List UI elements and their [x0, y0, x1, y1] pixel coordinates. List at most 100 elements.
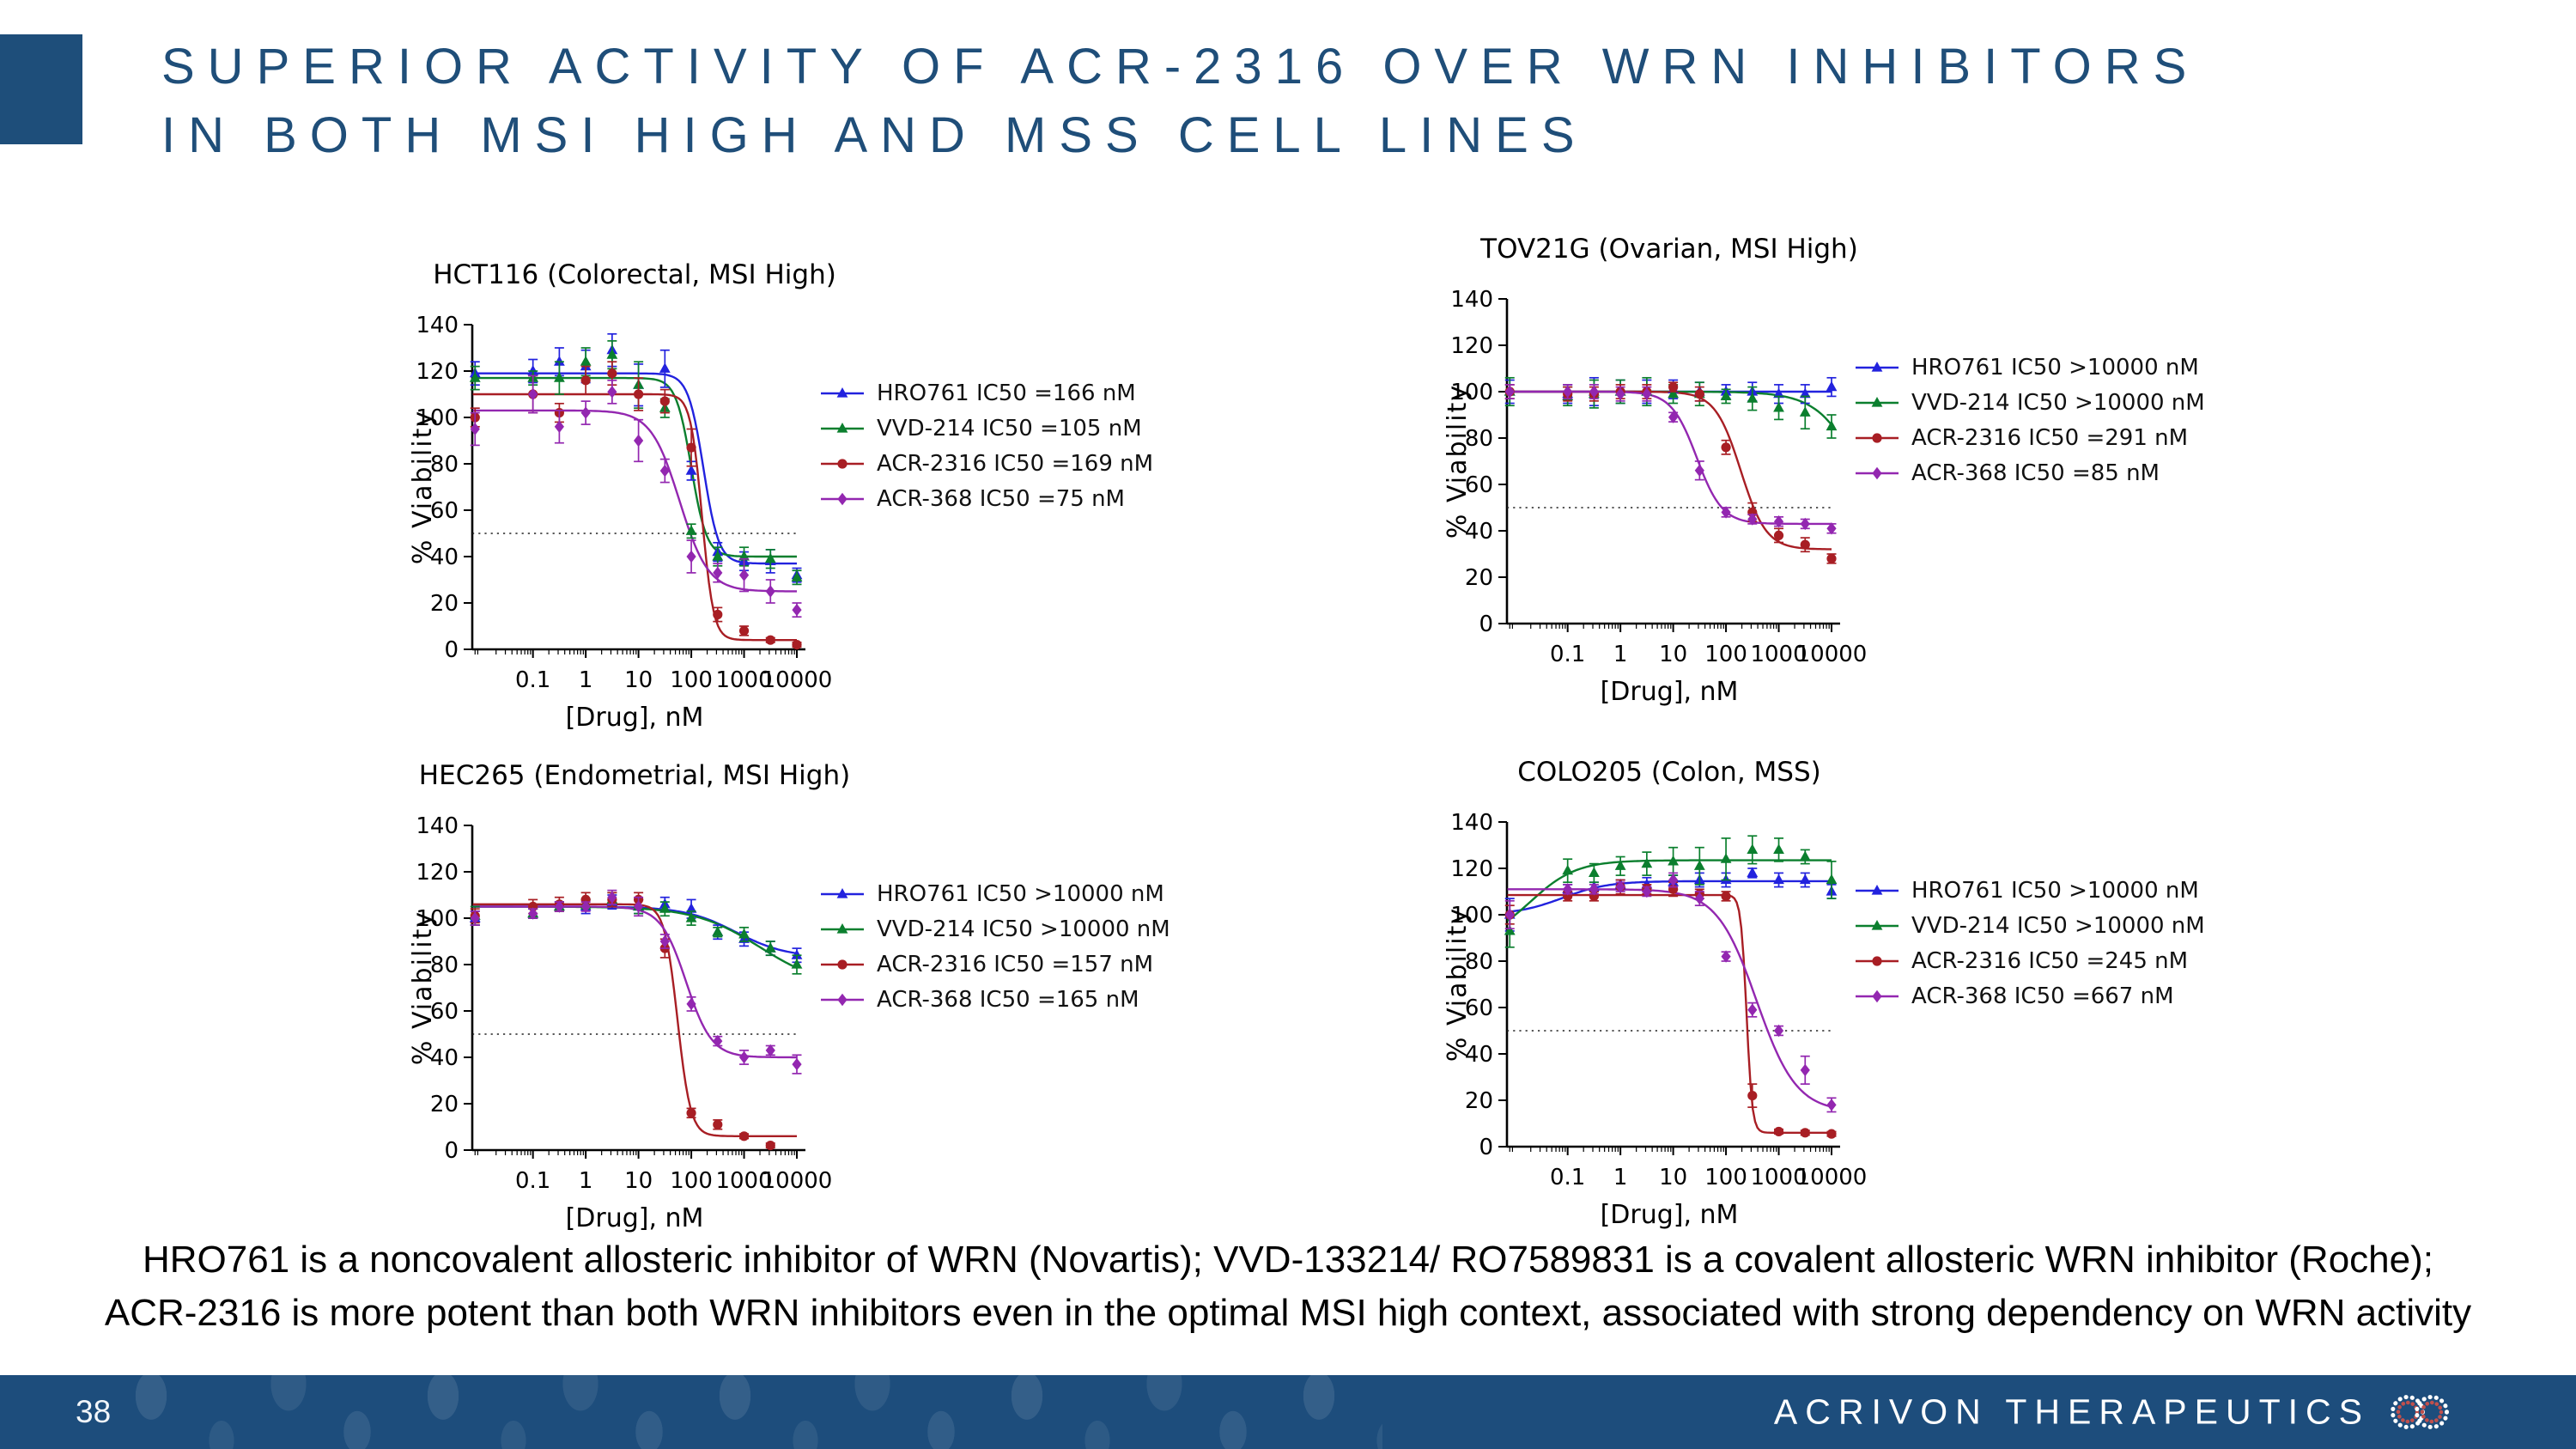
- acr-368-legend-marker-icon: [1856, 466, 1899, 480]
- svg-text:120: 120: [416, 860, 459, 886]
- legend-item: ACR-368 IC50 =75 nM: [820, 486, 1153, 512]
- svg-text:10000: 10000: [762, 1168, 833, 1194]
- footer-bar: 38 ACRIVON THERAPEUTICS: [0, 1375, 2576, 1449]
- legend-label: ACR-2316 IC50 =157 nM: [877, 952, 1154, 977]
- hro761-legend-marker-icon: [1856, 885, 1899, 895]
- chart-legend: HRO761 IC50 >10000 nM VVD-214 IC50 >10000…: [1855, 878, 2205, 1009]
- legend-label: VVD-214 IC50 >10000 nM: [1911, 913, 2205, 939]
- svg-text:0: 0: [444, 637, 459, 663]
- acr-2316-legend-marker-icon: [1856, 433, 1899, 443]
- svg-text:100: 100: [416, 405, 459, 431]
- svg-text:140: 140: [1450, 810, 1493, 836]
- x-axis-label: [Drug], nM: [566, 703, 704, 733]
- legend-item: HRO761 IC50 =166 nM: [820, 381, 1153, 406]
- svg-text:20: 20: [430, 1092, 459, 1117]
- legend-item: ACR-368 IC50 =85 nM: [1855, 460, 2205, 486]
- svg-text:140: 140: [1450, 287, 1493, 313]
- svg-text:100: 100: [416, 906, 459, 932]
- svg-text:0: 0: [1479, 1135, 1493, 1160]
- legend-item: ACR-368 IC50 =165 nM: [820, 987, 1170, 1013]
- slide-title: SUPERIOR ACTIVITY OF ACR-2316 OVER WRN I…: [161, 33, 2199, 170]
- svg-text:1: 1: [1613, 642, 1628, 667]
- legend-item: ACR-2316 IC50 =291 nM: [1855, 425, 2205, 451]
- svg-text:10: 10: [624, 1168, 653, 1194]
- svg-text:20: 20: [1465, 1088, 1493, 1114]
- svg-text:20: 20: [1465, 565, 1493, 591]
- svg-text:10: 10: [624, 667, 653, 693]
- svg-text:140: 140: [416, 313, 459, 338]
- fit-curve: [472, 409, 797, 593]
- y-axis-label: % Viability: [408, 910, 438, 1065]
- axes: [1505, 299, 1840, 625]
- chart-title: HEC265 (Endometrial, MSI High): [419, 760, 850, 791]
- legend-item: ACR-2316 IC50 =157 nM: [820, 952, 1170, 977]
- svg-text:1000: 1000: [715, 667, 772, 693]
- y-axis-label: % Viability: [1443, 384, 1473, 539]
- svg-text:1: 1: [579, 1168, 593, 1194]
- hct116-dose-response-chart: HCT116 (Colorectal, MSI High) % Viability…: [408, 259, 836, 733]
- svg-text:1: 1: [579, 667, 593, 693]
- svg-text:1000: 1000: [715, 1168, 772, 1194]
- svg-text:60: 60: [1465, 995, 1493, 1021]
- svg-text:100: 100: [1450, 380, 1493, 405]
- chart-panel-hec265: HEC265 (Endometrial, MSI High) % Viabilit…: [378, 746, 1170, 1239]
- series-points: [1504, 384, 1837, 535]
- colo205-dose-response-chart: COLO205 (Colon, MSS) % Viability [Drug], n…: [1443, 757, 1868, 1230]
- svg-text:0: 0: [1479, 612, 1493, 637]
- fit-curve: [1507, 893, 1832, 1134]
- legend-item: VVD-214 IC50 >10000 nM: [1855, 913, 2205, 939]
- footnote: HRO761 is a noncovalent allosteric inhib…: [0, 1233, 2576, 1340]
- legend-item: ACR-368 IC50 =667 nM: [1855, 983, 2205, 1009]
- legend-item: VVD-214 IC50 >10000 nM: [1855, 390, 2205, 416]
- y-axis-label: % Viability: [408, 410, 438, 564]
- x-axis-label: [Drug], nM: [1601, 677, 1739, 707]
- svg-text:80: 80: [430, 452, 459, 478]
- svg-text:80: 80: [1465, 426, 1493, 452]
- legend-item: VVD-214 IC50 =105 nM: [820, 416, 1153, 441]
- svg-text:1: 1: [1613, 1165, 1628, 1190]
- y-axis-label: % Viability: [1443, 907, 1473, 1062]
- acr-368-legend-marker-icon: [821, 492, 864, 506]
- series-points: [1504, 381, 1837, 564]
- series-points: [470, 892, 775, 1151]
- svg-text:0.1: 0.1: [1550, 642, 1585, 667]
- hro761-legend-marker-icon: [821, 387, 864, 398]
- x-axis-label: [Drug], nM: [1601, 1200, 1739, 1230]
- svg-text:40: 40: [430, 545, 459, 570]
- series-points: [470, 361, 802, 650]
- legend-item: VVD-214 IC50 >10000 nM: [820, 916, 1170, 942]
- svg-text:100: 100: [670, 667, 713, 693]
- vvd-214-legend-marker-icon: [821, 923, 864, 934]
- legend-label: HRO761 IC50 >10000 nM: [1911, 355, 2199, 381]
- svg-text:10000: 10000: [1796, 642, 1868, 667]
- series-points: [1504, 872, 1837, 1113]
- acrivon-logo-icon: [2391, 1395, 2449, 1429]
- chart-title: HCT116 (Colorectal, MSI High): [433, 259, 836, 290]
- legend-item: HRO761 IC50 >10000 nM: [820, 881, 1170, 907]
- svg-text:60: 60: [430, 999, 459, 1025]
- svg-text:100: 100: [670, 1168, 713, 1194]
- legend-label: ACR-2316 IC50 =291 nM: [1911, 425, 2189, 451]
- series-points: [470, 889, 802, 1075]
- axes: [471, 825, 805, 1152]
- fit-curve: [472, 393, 797, 642]
- footer-dots-pattern: [112, 1375, 1382, 1449]
- chart-panel-hct116: HCT116 (Colorectal, MSI High) % Viability…: [378, 245, 1153, 739]
- svg-text:60: 60: [1465, 472, 1493, 498]
- chart-title: TOV21G (Ovarian, MSI High): [1479, 234, 1858, 265]
- fit-curve: [472, 376, 797, 558]
- svg-text:0.1: 0.1: [515, 1168, 550, 1194]
- footer-brand-text: ACRIVON THERAPEUTICS: [1773, 1391, 2370, 1432]
- legend-label: VVD-214 IC50 >10000 nM: [877, 916, 1170, 942]
- legend-label: VVD-214 IC50 =105 nM: [877, 416, 1142, 441]
- legend-label: ACR-368 IC50 =667 nM: [1911, 983, 2174, 1009]
- page-number: 38: [76, 1394, 112, 1429]
- svg-text:100: 100: [1704, 642, 1747, 667]
- fit-curve: [1506, 859, 1832, 922]
- svg-text:120: 120: [1450, 856, 1493, 882]
- hro761-legend-marker-icon: [1856, 362, 1899, 372]
- legend-label: HRO761 IC50 >10000 nM: [877, 881, 1164, 907]
- svg-text:0.1: 0.1: [1550, 1165, 1585, 1190]
- svg-text:80: 80: [1465, 949, 1493, 975]
- svg-text:10000: 10000: [1796, 1165, 1868, 1190]
